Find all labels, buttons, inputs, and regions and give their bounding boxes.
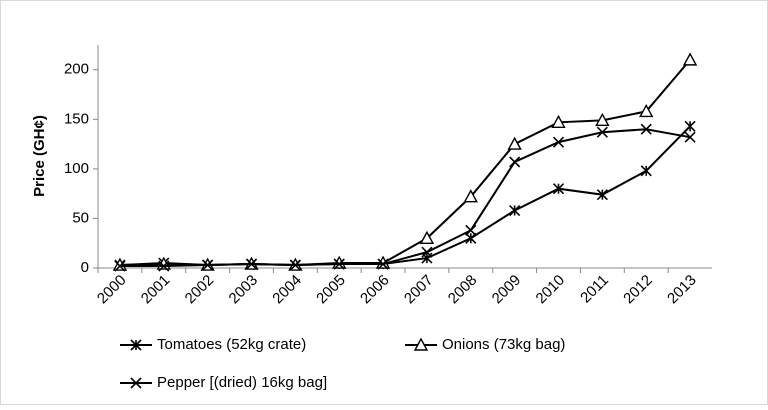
marker — [640, 123, 652, 135]
series-line — [119, 128, 691, 268]
marker — [551, 114, 566, 129]
marker — [596, 189, 608, 201]
marker — [596, 126, 608, 138]
marker — [595, 112, 610, 127]
marker — [507, 136, 522, 150]
marker — [640, 165, 652, 177]
marker — [377, 258, 389, 270]
marker-shape — [639, 103, 654, 118]
marker-shape — [289, 259, 301, 271]
y-tick-label: 150 — [64, 110, 89, 127]
marker-shape — [552, 136, 565, 148]
marker — [509, 156, 521, 168]
marker-shape — [245, 258, 258, 270]
marker-shape — [130, 377, 142, 389]
marker-shape — [463, 189, 478, 203]
marker-shape — [595, 112, 610, 127]
marker — [509, 204, 521, 217]
marker-shape — [158, 260, 170, 272]
marker — [289, 259, 301, 271]
marker — [112, 257, 128, 271]
marker-shape — [551, 114, 566, 129]
marker — [465, 224, 477, 236]
marker — [465, 232, 477, 244]
marker-shape — [507, 136, 522, 150]
marker — [202, 259, 214, 271]
marker-shape — [202, 259, 214, 271]
marker-shape — [682, 52, 698, 66]
legend-label: Tomatoes (52kg crate) — [157, 336, 306, 353]
marker-shape — [332, 255, 347, 269]
marker-shape — [640, 123, 652, 135]
marker — [158, 260, 170, 272]
marker-shape — [509, 156, 521, 168]
marker-shape — [465, 224, 477, 236]
marker — [684, 131, 696, 143]
y-tick-label: 0 — [81, 259, 89, 276]
marker — [684, 120, 696, 132]
marker — [413, 337, 429, 351]
marker-shape — [684, 131, 696, 143]
marker-shape — [413, 337, 429, 351]
y-tick-label: 50 — [72, 209, 89, 226]
y-tick-label: 200 — [64, 61, 89, 78]
marker-shape — [419, 230, 435, 244]
marker — [639, 103, 654, 118]
y-axis-title: Price (GH¢) — [31, 115, 48, 197]
marker — [332, 255, 347, 269]
marker-shape — [421, 246, 433, 258]
marker — [114, 260, 126, 272]
marker — [552, 136, 565, 148]
marker — [463, 189, 478, 203]
marker-shape — [377, 258, 389, 270]
marker — [333, 258, 345, 270]
y-tick-label: 100 — [64, 160, 89, 177]
marker — [552, 183, 565, 195]
marker — [245, 258, 258, 270]
marker — [682, 52, 698, 66]
marker-shape — [333, 258, 345, 270]
marker — [130, 339, 142, 351]
marker-shape — [112, 257, 128, 271]
legend-label: Onions (73kg bag) — [442, 336, 565, 353]
marker — [419, 230, 435, 244]
legend-label: Pepper [(dried) 16kg bag] — [157, 374, 327, 391]
marker-shape — [114, 260, 126, 272]
marker — [130, 377, 142, 389]
marker-shape — [596, 126, 608, 138]
marker — [421, 246, 433, 258]
